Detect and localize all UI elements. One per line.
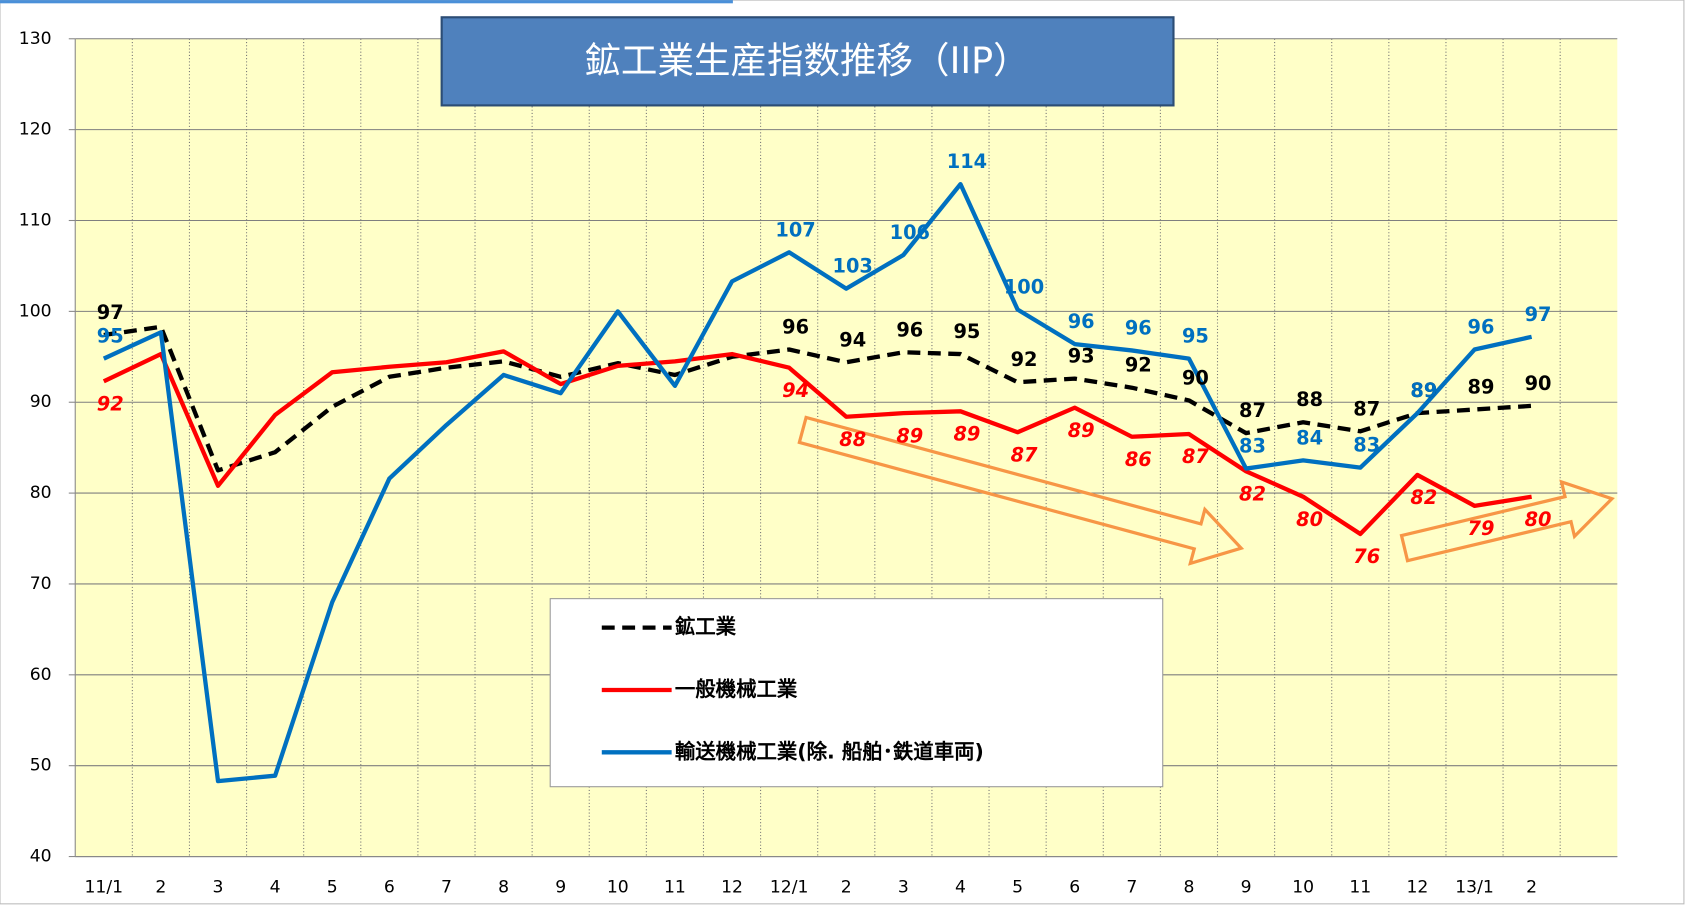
data-label: 106: [890, 221, 930, 244]
y-tick-label: 120: [19, 120, 52, 140]
data-label: 86: [1125, 448, 1152, 471]
x-tick-label: 4: [270, 878, 281, 898]
trend-arrow: [797, 415, 1245, 566]
arrows: [797, 415, 1615, 566]
series-line: [102, 349, 1532, 537]
legend: [549, 598, 1164, 788]
data-label: 96: [1068, 310, 1095, 333]
x-tick-label: 11: [1349, 878, 1371, 898]
x-tick-label: 9: [555, 878, 566, 898]
data-label: 94: [839, 328, 866, 351]
x-tick-label: 8: [1183, 878, 1194, 898]
x-tick-label: 6: [1069, 878, 1080, 898]
data-label: 92: [97, 392, 124, 415]
legend-label: 輸送機械工業(除. 船舶･鉄道車両): [675, 739, 984, 763]
data-label: 89: [1410, 379, 1437, 402]
data-label: 88: [839, 428, 866, 451]
chart-title: 鉱工業生産指数推移（IIP）: [584, 39, 1029, 82]
lines: [102, 182, 1533, 784]
labels: 97 96 94 96 95 92 93 92 90 87 88 87 89 89 90 92 94 88 89 89…: [97, 150, 1552, 568]
legend-label: 鉱工業: [675, 615, 737, 639]
data-label: 82: [1410, 486, 1437, 509]
data-label: 80: [1296, 508, 1323, 531]
data-label: 83: [1353, 434, 1380, 457]
data-label: 90: [1182, 366, 1209, 389]
y-tick-label: 80: [30, 483, 52, 503]
data-label: 96: [1125, 316, 1152, 339]
y-tick-label: 60: [30, 665, 52, 685]
x-tick-label: 3: [213, 878, 224, 898]
series-line: [103, 324, 1532, 473]
y-tick-label: 100: [19, 301, 52, 321]
y-tick-label: 40: [30, 847, 52, 867]
x-tick-label: 12: [1406, 878, 1428, 898]
data-label: 90: [1525, 372, 1552, 395]
y-tick-label: 90: [30, 392, 52, 412]
data-label: 93: [1068, 345, 1095, 368]
data-label: 89: [896, 424, 923, 447]
data-label: 95: [1182, 325, 1209, 348]
data-label: 87: [1353, 397, 1380, 420]
data-label: 89: [1410, 379, 1437, 402]
data-label: 89: [953, 422, 980, 445]
x-tick-label: 8: [498, 878, 509, 898]
data-label: 92: [1011, 348, 1038, 371]
data-label: 92: [1125, 354, 1152, 377]
data-label: 82: [1239, 482, 1266, 505]
data-label: 96: [896, 318, 923, 341]
data-label: 100: [1004, 276, 1044, 299]
x-tick-label: 4: [955, 878, 966, 898]
data-label: 87: [1011, 443, 1038, 466]
legend-label: 一般機械工業: [675, 677, 798, 701]
x-tick-label: 13/1: [1455, 878, 1494, 898]
x-tick-label: 2: [841, 878, 852, 898]
x-tick-label: 10: [607, 878, 629, 898]
top-bar: [0, 0, 733, 4]
x-tick-label: 5: [1012, 878, 1023, 898]
x-tick-label: 2: [155, 878, 166, 898]
data-label: 95: [97, 325, 124, 348]
data-label: 107: [775, 218, 815, 241]
x-tick-label: 3: [898, 878, 909, 898]
data-label: 89: [1468, 376, 1495, 399]
y-tick-label: 70: [30, 574, 52, 594]
x-tick-label: 7: [1126, 878, 1137, 898]
data-label: 89: [1068, 419, 1095, 442]
data-label: 79: [1468, 517, 1495, 540]
x-tick-label: 7: [441, 878, 452, 898]
x-tick-label: 12/1: [770, 878, 809, 898]
x-tick-label: 11: [664, 878, 686, 898]
title-box: [440, 16, 1175, 107]
data-label: 94: [782, 379, 809, 402]
data-label: 88: [1296, 388, 1323, 411]
data-label: 87: [1239, 399, 1266, 422]
trend-arrow: [1399, 479, 1615, 563]
x-tick-label: 12: [721, 878, 743, 898]
x-tick-label: 6: [384, 878, 395, 898]
x-tick-label: 2: [1526, 878, 1537, 898]
data-label: 103: [833, 255, 873, 278]
series-line: [102, 182, 1533, 784]
data-label: 96: [1468, 316, 1495, 339]
data-label: 97: [1525, 303, 1552, 326]
y-tick-label: 110: [19, 211, 52, 231]
data-label: 80: [1525, 508, 1552, 531]
data-label: 95: [953, 320, 980, 343]
data-label: 114: [947, 150, 987, 173]
data-label: 97: [97, 301, 124, 324]
y-tick-label: 50: [30, 756, 52, 776]
data-label: 83: [1239, 435, 1266, 458]
data-label: 76: [1353, 545, 1380, 568]
x-tick-label: 9: [1241, 878, 1252, 898]
data-label: 96: [782, 316, 809, 339]
x-tick-label: 5: [327, 878, 338, 898]
y-tick-label: 130: [19, 29, 52, 49]
data-label: 84: [1296, 426, 1323, 449]
data-label: 87: [1182, 445, 1209, 468]
x-tick-label: 11/1: [84, 878, 123, 898]
x-tick-label: 10: [1292, 878, 1314, 898]
